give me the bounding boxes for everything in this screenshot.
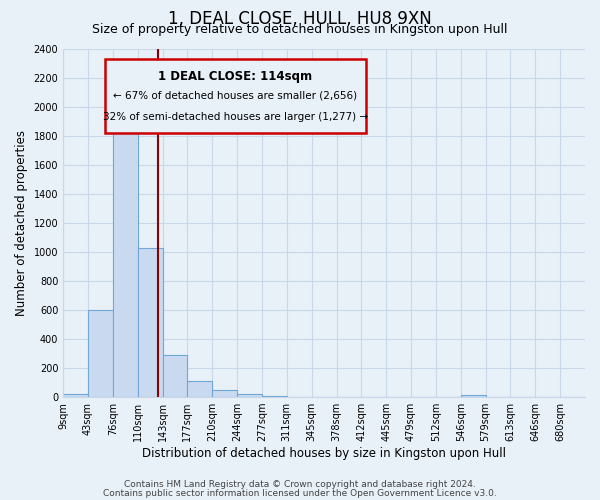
- Text: Size of property relative to detached houses in Kingston upon Hull: Size of property relative to detached ho…: [92, 22, 508, 36]
- Bar: [187, 381, 212, 397]
- Bar: [88, 310, 113, 397]
- Bar: [163, 355, 187, 397]
- Bar: [461, 395, 485, 397]
- Bar: [138, 248, 163, 397]
- Text: ← 67% of detached houses are smaller (2,656): ← 67% of detached houses are smaller (2,…: [113, 91, 358, 101]
- Text: Contains HM Land Registry data © Crown copyright and database right 2024.: Contains HM Land Registry data © Crown c…: [124, 480, 476, 489]
- X-axis label: Distribution of detached houses by size in Kingston upon Hull: Distribution of detached houses by size …: [142, 447, 506, 460]
- Bar: [212, 390, 237, 397]
- Bar: [262, 396, 287, 397]
- Bar: [237, 394, 262, 397]
- Text: 32% of semi-detached houses are larger (1,277) →: 32% of semi-detached houses are larger (…: [103, 112, 368, 122]
- Text: Contains public sector information licensed under the Open Government Licence v3: Contains public sector information licen…: [103, 488, 497, 498]
- Bar: [63, 394, 88, 397]
- Y-axis label: Number of detached properties: Number of detached properties: [15, 130, 28, 316]
- FancyBboxPatch shape: [105, 60, 366, 132]
- Text: 1, DEAL CLOSE, HULL, HU8 9XN: 1, DEAL CLOSE, HULL, HU8 9XN: [168, 10, 432, 28]
- Text: 1 DEAL CLOSE: 114sqm: 1 DEAL CLOSE: 114sqm: [158, 70, 313, 83]
- Bar: [113, 126, 138, 397]
